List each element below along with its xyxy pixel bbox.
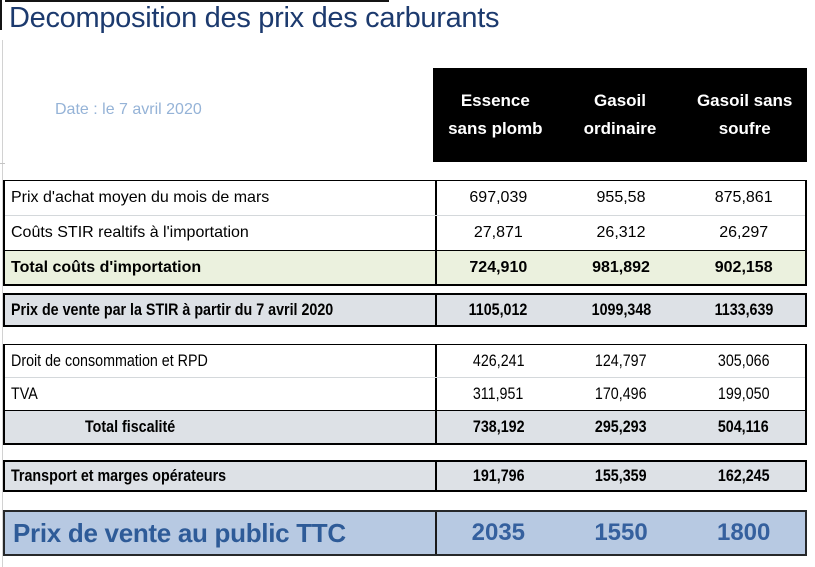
column-header: Essence sans plomb Gasoil ordinaire Gaso… [433,68,807,162]
row-label-text: Droit de consommation et RPD [11,351,208,370]
row-values: 2035 1550 1800 [435,512,805,554]
title-cell-border-line [5,0,389,2]
row-transport-marges: Transport et marges opérateurs 191,796 1… [5,462,805,490]
value-cell: 724,910 [469,258,528,276]
value-text: 504,116 [718,417,770,436]
value-cell: 1550 [594,519,648,546]
column-header-line: Gasoil [594,91,646,110]
row-label: Transport et marges opérateurs [5,462,435,490]
value-text: 199,050 [717,384,770,403]
row-label: Prix de vente par la STIR à partir du 7 … [5,295,435,325]
row-values: 738,192 295,293 504,116 [435,411,805,443]
stir-price-block: Prix de vente par la STIR à partir du 7 … [3,293,807,327]
row-values: 191,796 155,359 162,245 [435,462,805,490]
value-cell: 305,066 [682,345,805,377]
import-costs-block: Prix d'achat moyen du mois de mars 697,0… [3,180,807,286]
column-header-line: sans plomb [448,119,543,138]
value-cell: 155,359 [560,462,683,490]
row-values: 724,910 981,892 902,158 [435,251,805,284]
value-text: 295,293 [595,417,647,436]
value-cell: 162,245 [682,462,805,490]
row-label: Total fiscalité [5,411,435,443]
value-cell: 738,192 [437,411,560,443]
value-cell: 426,241 [437,345,560,377]
value-cell: 295,293 [560,411,683,443]
row-values: 697,039 955,58 875,861 [435,181,805,215]
row-values: 426,241 124,797 305,066 [435,345,805,377]
row-label: TVA [5,378,435,410]
value-text: 426,241 [472,351,525,370]
column-header-gasoil-ordinaire: Gasoil ordinaire [558,68,683,162]
page-title: Decomposition des prix des carburants [9,2,500,34]
row-tva: TVA 311,951 170,496 199,050 [5,377,805,410]
value-cell: 191,796 [437,462,560,490]
row-values: 311,951 170,496 199,050 [435,378,805,410]
value-text: 170,496 [595,384,647,403]
column-header-essence-sans-plomb: Essence sans plomb [433,68,558,162]
column-header-line: ordinaire [583,119,657,138]
tax-block: Droit de consommation et RPD 426,241 124… [3,344,807,445]
value-cell: 504,116 [682,411,805,443]
row-label-text: TVA [11,384,38,403]
public-price-block: Prix de vente au public TTC 2035 1550 18… [3,510,807,556]
row-couts-stir: Coûts STIR realtifs à l'importation 27,8… [5,215,805,250]
value-cell: 311,951 [437,378,560,410]
value-text: 1105,012 [468,300,528,319]
value-text: 1099,348 [591,300,651,319]
value-text: 311,951 [473,384,524,403]
value-cell: 981,892 [592,258,650,276]
value-cell: 697,039 [469,189,528,206]
row-label: Coûts STIR realtifs à l'importation [11,224,249,241]
value-text: 162,245 [717,466,770,485]
value-cell: 955,58 [596,189,646,206]
row-label: Droit de consommation et RPD [5,345,435,377]
value-cell: 26,312 [596,224,646,241]
row-label-text: Total fiscalité [85,417,176,436]
row-values: 27,871 26,312 26,297 [435,216,805,250]
value-text: 305,066 [717,351,770,370]
row-stir-price: Prix de vente par la STIR à partir du 7 … [5,295,805,325]
value-text: 124,797 [595,351,647,370]
value-text: 191,796 [472,466,525,485]
value-cell: 199,050 [682,378,805,410]
value-cell: 1800 [716,519,771,546]
corner-border-tick [0,0,2,30]
row-total-importation: Total coûts d'importation 724,910 981,89… [5,250,805,284]
row-label-text: Prix de vente par la STIR à partir du 7 … [11,300,334,319]
value-cell: 1133,639 [682,295,805,325]
row-label: Prix de vente au public TTC [13,517,346,548]
column-header-line: Essence [460,91,530,110]
row-gridline-tick [0,163,5,164]
row-prix-achat: Prix d'achat moyen du mois de mars 697,0… [5,181,805,215]
value-cell: 124,797 [560,345,683,377]
column-header-gasoil-sans-soufre: Gasoil sans soufre [682,68,807,162]
value-cell: 902,158 [714,258,773,276]
value-text: 738,192 [472,417,525,436]
row-label-text: Transport et marges opérateurs [11,466,227,485]
value-cell: 1099,348 [560,295,683,325]
row-droit-consommation: Droit de consommation et RPD 426,241 124… [5,345,805,377]
value-cell: 27,871 [473,224,523,241]
column-header-line: soufre [718,119,771,138]
row-values: 1105,012 1099,348 1133,639 [435,295,805,325]
date-label: Date : le 7 avril 2020 [55,101,202,118]
value-cell: 2035 [471,519,526,546]
column-header-line: Gasoil sans [696,91,793,110]
value-cell: 170,496 [560,378,683,410]
value-text: 155,359 [595,466,647,485]
row-public-price: Prix de vente au public TTC 2035 1550 18… [5,512,805,554]
row-label: Total coûts d'importation [11,258,202,276]
value-cell: 875,861 [714,189,773,206]
row-total-fiscalite: Total fiscalité 738,192 295,293 504,116 [5,410,805,443]
value-cell: 26,297 [719,224,769,241]
transport-block: Transport et marges opérateurs 191,796 1… [3,460,807,492]
value-text: 1133,639 [714,300,774,319]
column-gridline [2,40,3,567]
value-cell: 1105,012 [437,295,560,325]
row-label: Prix d'achat moyen du mois de mars [11,189,270,206]
